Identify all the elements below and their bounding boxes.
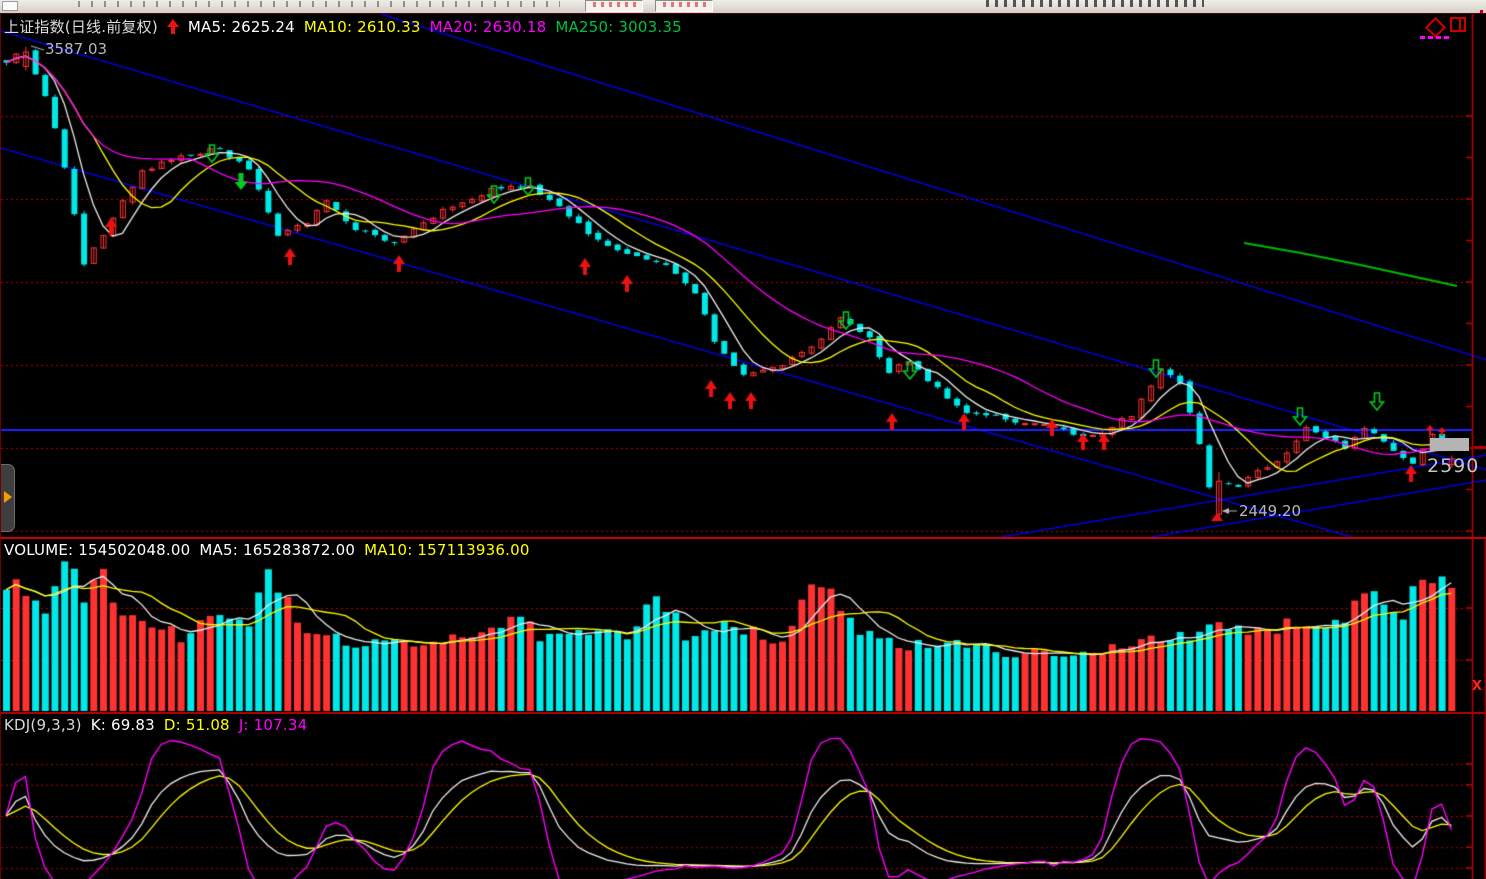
menu-right-text-truncated [986,0,1204,7]
current-price-label: 2590 [1427,455,1480,477]
volume-canvas[interactable] [1,539,1486,712]
current-price-box [1430,438,1469,451]
red-quote-text [663,2,707,7]
close-indicator-button[interactable]: X [1472,679,1483,694]
status-dot [1480,10,1483,13]
window-icon[interactable] [2,1,18,11]
red-quote-text [593,2,637,7]
kdj-canvas[interactable] [1,714,1486,879]
sidebar-expand-tab[interactable] [1,464,15,532]
magenta-dash-icon [1420,36,1449,39]
split-window-icon[interactable] [1450,17,1466,32]
quote-button-2[interactable] [655,0,713,12]
quote-button-1[interactable] [585,0,643,12]
volume-pane[interactable]: VOLUME: 154502048.00 MA5: 165283872.00 M… [0,537,1486,712]
menu-bar [0,0,1486,14]
menu-items-truncated[interactable] [78,1,560,7]
candlestick-canvas[interactable] [1,14,1486,537]
expand-arrow-icon [4,491,12,503]
main-chart-pane[interactable]: 上证指数(日线.前复权) MA5: 2625.24 MA10: 2610.33 … [0,14,1486,537]
kdj-pane[interactable]: KDJ(9,3,3) K: 69.83 D: 51.08 J: 107.34 [0,712,1486,879]
